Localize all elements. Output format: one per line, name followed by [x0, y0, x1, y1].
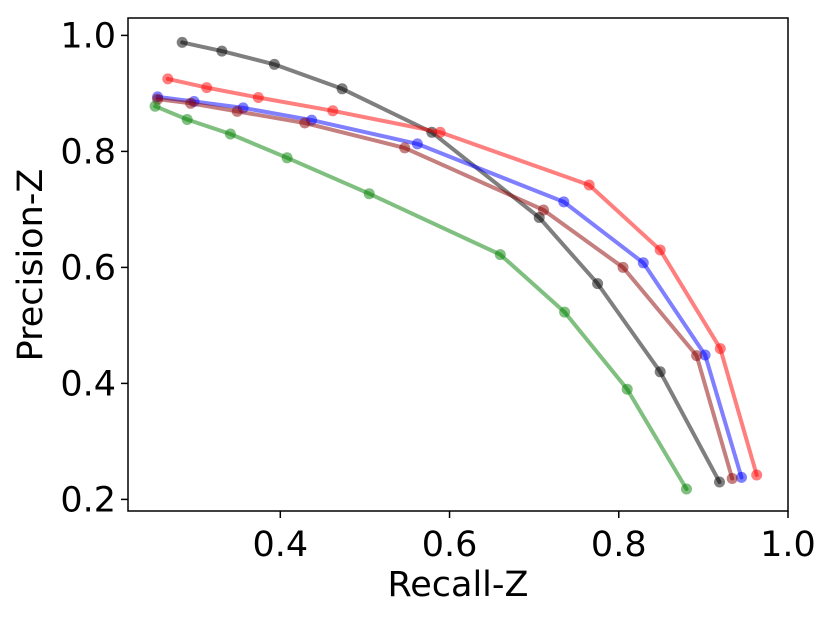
series-line-red: [165, 76, 759, 477]
data-point-blue: [411, 138, 423, 150]
data-point-red: [654, 244, 666, 256]
series-brown: [152, 93, 738, 484]
data-point-brown: [231, 105, 243, 117]
data-point-red: [201, 82, 213, 94]
x-tick-label: 1.0: [760, 525, 816, 565]
data-point-green: [681, 483, 692, 495]
y-tick-label: 0.2: [60, 480, 116, 520]
data-point-green: [363, 188, 375, 200]
data-point-black: [654, 366, 666, 378]
y-axis-label: Precision-Z: [11, 169, 51, 362]
data-point-black: [216, 45, 228, 57]
data-point-green: [281, 152, 293, 164]
x-tick-label: 0.4: [252, 525, 308, 565]
plot-frame: [127, 17, 789, 512]
series-layer: [149, 36, 763, 495]
data-point-blue: [699, 349, 711, 361]
data-point-red: [327, 105, 339, 117]
y-tick-label: 0.6: [60, 248, 116, 288]
data-point-brown: [726, 473, 738, 484]
series-red: [162, 73, 763, 481]
data-point-blue: [637, 257, 649, 269]
series-blue: [152, 91, 747, 483]
y-tick-label: 1.0: [60, 16, 116, 56]
series-green: [149, 100, 692, 495]
data-point-green: [559, 306, 571, 318]
data-point-black: [714, 476, 725, 488]
y-axis-ticks: 0.2 0.4 0.6 0.8 1.0: [60, 16, 128, 520]
data-point-red: [252, 92, 264, 103]
x-tick-label: 0.8: [591, 525, 647, 565]
data-point-brown: [399, 142, 411, 154]
data-point-green: [224, 128, 236, 140]
data-point-red: [714, 343, 726, 355]
data-point-green: [181, 114, 193, 125]
data-point-brown: [691, 350, 703, 362]
data-point-brown: [538, 204, 549, 216]
data-point-brown: [617, 261, 629, 273]
y-tick-label: 0.8: [60, 132, 116, 172]
data-point-green: [494, 249, 506, 261]
data-point-black: [592, 278, 604, 290]
data-point-black: [336, 83, 348, 95]
y-tick-label: 0.4: [60, 364, 116, 404]
data-point-blue: [736, 471, 747, 483]
series-line-blue: [155, 94, 744, 480]
data-point-green: [621, 383, 633, 395]
data-point-red: [434, 126, 446, 138]
x-tick-label: 0.6: [422, 525, 478, 565]
data-point-red: [583, 179, 595, 191]
data-point-black: [176, 36, 188, 48]
data-point-red: [751, 469, 763, 481]
data-point-black: [268, 58, 280, 70]
data-point-red: [162, 73, 174, 85]
data-point-blue: [558, 196, 570, 208]
x-axis-ticks: 0.4 0.6 0.8 1.0: [252, 511, 816, 565]
data-point-brown: [299, 117, 311, 129]
data-point-brown: [185, 97, 197, 109]
x-axis-label: Recall-Z: [387, 565, 528, 605]
data-point-green: [149, 100, 161, 112]
